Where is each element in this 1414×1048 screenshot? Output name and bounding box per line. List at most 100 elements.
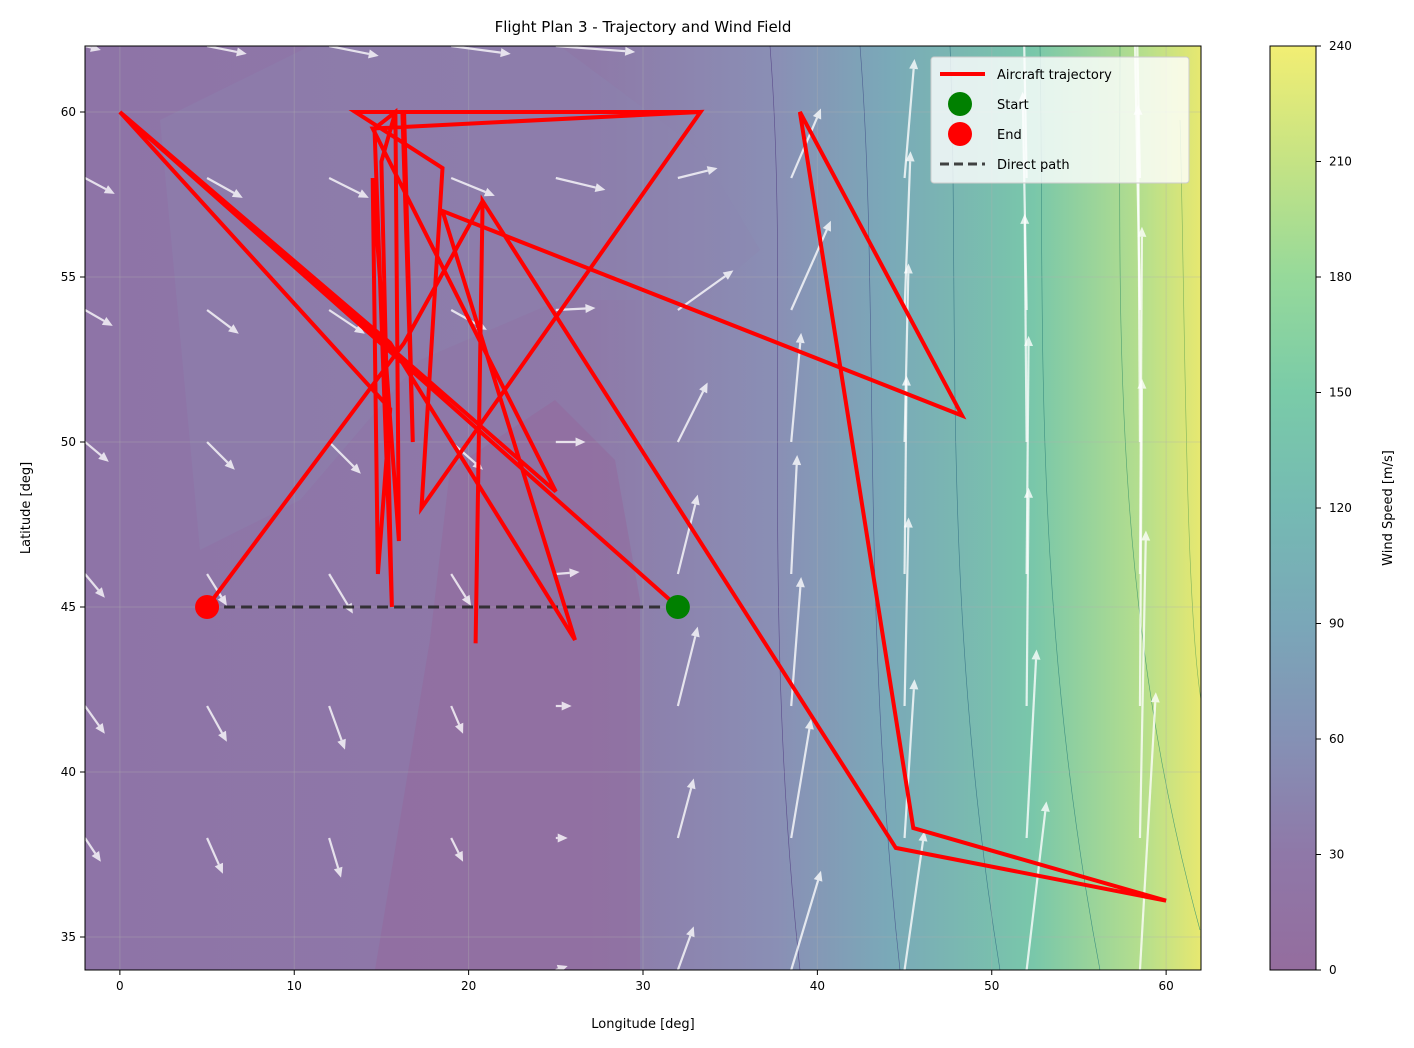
wind-arrow bbox=[328, 705, 346, 750]
wind-arrow-shaft bbox=[676, 390, 705, 443]
start-marker bbox=[665, 595, 690, 619]
wind-arrow-shaft bbox=[790, 880, 820, 970]
wind-arrow bbox=[901, 375, 911, 575]
wind-arrow bbox=[676, 382, 708, 443]
wind-arrow-shaft bbox=[85, 705, 100, 727]
wind-arrow bbox=[450, 837, 464, 862]
wind-arrow-head bbox=[500, 48, 511, 58]
wind-arrow-shaft bbox=[1025, 497, 1030, 707]
wind-arrow bbox=[450, 705, 464, 734]
colorbar-tick-label: 180 bbox=[1329, 270, 1352, 284]
wind-arrow-head bbox=[91, 850, 101, 862]
wind-arrow bbox=[1024, 335, 1034, 575]
wind-arrow-shaft bbox=[903, 161, 912, 311]
wind-arrow bbox=[85, 573, 105, 598]
wind-arrow bbox=[790, 718, 814, 839]
wind-arrow-shaft bbox=[450, 176, 486, 194]
wind-arrow bbox=[450, 573, 472, 606]
wind-arrow bbox=[85, 441, 109, 462]
wind-arrow-head bbox=[901, 375, 911, 386]
wind-arrow-head bbox=[217, 594, 227, 606]
wind-arrow-shaft bbox=[328, 46, 370, 56]
wind-arrow-head bbox=[569, 568, 580, 578]
wind-arrow-head bbox=[95, 723, 105, 734]
wind-arrow bbox=[206, 46, 247, 57]
wind-arrow-head bbox=[556, 964, 568, 970]
x-tick-label: 20 bbox=[461, 979, 476, 993]
colorbar-tick-label: 150 bbox=[1329, 386, 1352, 400]
wind-arrow-shaft bbox=[450, 705, 461, 726]
x-tick-label: 50 bbox=[984, 979, 999, 993]
wind-arrow bbox=[555, 437, 586, 447]
colorbar-tick-label: 0 bbox=[1329, 963, 1337, 977]
wind-arrow-head bbox=[575, 437, 586, 447]
wind-arrow-head bbox=[722, 270, 734, 280]
wind-arrow-head bbox=[1150, 692, 1160, 703]
wind-arrow-head bbox=[903, 263, 913, 274]
wind-field-background bbox=[85, 46, 1201, 970]
wind-arrow-shaft bbox=[206, 46, 238, 54]
wind-arrow bbox=[1024, 487, 1034, 707]
plot-area bbox=[84, 0, 1202, 971]
wind-arrow-head bbox=[795, 332, 805, 344]
wind-arrow-shaft bbox=[676, 636, 697, 707]
legend-trajectory-label: Aircraft trajectory bbox=[997, 68, 1112, 83]
colorbar-tick-label: 120 bbox=[1329, 501, 1352, 515]
wind-arrow bbox=[555, 46, 636, 56]
wind-arrow-shaft bbox=[1025, 811, 1047, 970]
wind-arrow-head bbox=[557, 833, 568, 843]
wind-arrow-head bbox=[1024, 487, 1034, 498]
wind-arrow-head bbox=[686, 778, 696, 790]
wind-arrow-head bbox=[228, 324, 239, 334]
wind-arrow-head bbox=[1024, 335, 1034, 346]
wind-arrow-shaft bbox=[206, 177, 235, 194]
wind-arrow-head bbox=[1137, 226, 1147, 237]
wind-arrow-head bbox=[1130, 0, 1139, 3]
y-tick-label: 55 bbox=[61, 270, 76, 284]
wind-arrow-shaft bbox=[903, 840, 925, 970]
wind-arrow-head bbox=[1031, 649, 1041, 660]
wind-arrow-shaft bbox=[328, 441, 355, 468]
wind-arrow-shaft bbox=[85, 177, 107, 191]
y-axis: 35 40 45 50 55 60 bbox=[61, 105, 85, 944]
wind-arrow-head bbox=[333, 866, 343, 878]
wind-arrow-shaft bbox=[555, 176, 596, 189]
wind-arrow bbox=[903, 151, 915, 311]
y-tick-label: 60 bbox=[61, 105, 76, 119]
wind-arrow bbox=[555, 833, 568, 843]
wind-arrow-shaft bbox=[328, 309, 358, 330]
x-tick-label: 10 bbox=[287, 979, 302, 993]
wind-arrow-shaft bbox=[206, 705, 224, 734]
wind-arrow-shaft bbox=[1025, 659, 1038, 839]
colorbar-label: Wind Speed [m/s] bbox=[1381, 450, 1396, 566]
wind-arrow-head bbox=[594, 183, 606, 192]
wind-arrow bbox=[676, 778, 696, 839]
legend-end-label: End bbox=[997, 128, 1022, 143]
wind-arrow-shaft bbox=[451, 46, 501, 54]
wind-arrow bbox=[85, 309, 113, 326]
wind-arrow-head bbox=[812, 108, 822, 120]
wind-arrow-head bbox=[337, 738, 346, 750]
wind-arrow bbox=[790, 870, 823, 970]
wind-arrow-shaft bbox=[677, 169, 709, 180]
colorbar-tick-label: 240 bbox=[1329, 39, 1352, 53]
wind-arrow bbox=[555, 568, 580, 578]
wind-arrow-shaft bbox=[790, 728, 811, 839]
wind-arrow-head bbox=[218, 730, 227, 742]
wind-arrow-shaft bbox=[677, 275, 726, 311]
wind-arrow bbox=[451, 46, 511, 58]
wind-arrow-head bbox=[94, 587, 105, 598]
wind-arrow bbox=[555, 701, 572, 711]
legend: Aircraft trajectory Start End Direct pat… bbox=[930, 56, 1190, 184]
wind-arrow-shaft bbox=[85, 837, 97, 855]
y-tick-label: 50 bbox=[61, 435, 76, 449]
wind-arrow-head bbox=[918, 831, 928, 842]
wind-arrow bbox=[206, 441, 235, 470]
wind-arrow bbox=[328, 441, 361, 474]
wind-arrow bbox=[903, 831, 928, 970]
y-tick-label: 35 bbox=[61, 930, 76, 944]
wind-arrow-head bbox=[461, 594, 472, 606]
wind-arrow-head bbox=[354, 324, 365, 334]
wind-arrow-shaft bbox=[450, 573, 467, 598]
wind-arrow-head bbox=[90, 46, 101, 52]
